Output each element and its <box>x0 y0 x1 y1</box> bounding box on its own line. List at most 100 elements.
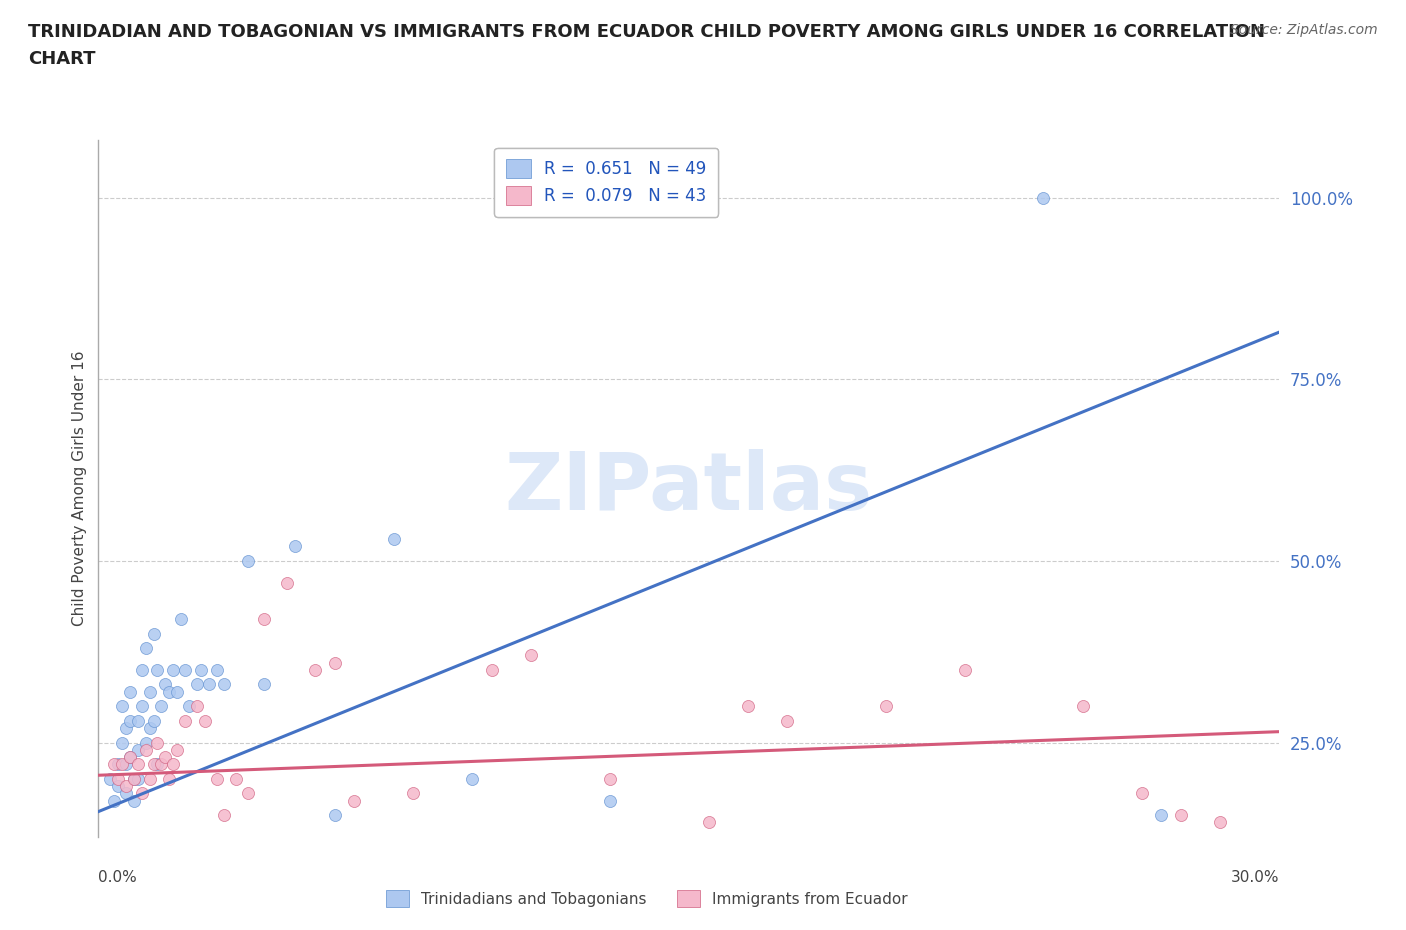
Legend: R =  0.651   N = 49, R =  0.079   N = 43: R = 0.651 N = 49, R = 0.079 N = 43 <box>495 148 718 217</box>
Point <box>135 742 157 757</box>
Point <box>170 612 193 627</box>
Point <box>122 772 145 787</box>
Point <box>1032 191 1054 206</box>
Point <box>150 698 173 713</box>
Point <box>461 772 484 787</box>
Point <box>127 772 149 787</box>
Point <box>177 698 200 713</box>
Point <box>111 735 134 750</box>
Point <box>127 757 149 772</box>
Point <box>111 698 134 713</box>
Point <box>1229 851 1251 866</box>
Point <box>323 808 346 823</box>
Point <box>146 662 169 677</box>
Point <box>236 786 259 801</box>
Text: Source: ZipAtlas.com: Source: ZipAtlas.com <box>1230 23 1378 37</box>
Point <box>599 793 621 808</box>
Point <box>115 778 138 793</box>
Point <box>118 684 141 699</box>
Point <box>138 721 160 736</box>
Point <box>118 750 141 764</box>
Point <box>150 757 173 772</box>
Text: TRINIDADIAN AND TOBAGONIAN VS IMMIGRANTS FROM ECUADOR CHILD POVERTY AMONG GIRLS : TRINIDADIAN AND TOBAGONIAN VS IMMIGRANTS… <box>28 23 1265 68</box>
Point <box>225 772 247 787</box>
Point <box>205 772 228 787</box>
Point <box>1130 786 1153 801</box>
Point <box>599 772 621 787</box>
Point <box>253 612 276 627</box>
Point <box>111 757 134 772</box>
Point <box>197 677 219 692</box>
Point <box>115 721 138 736</box>
Point <box>214 677 236 692</box>
Point <box>276 576 298 591</box>
Point <box>166 742 188 757</box>
Point <box>166 684 188 699</box>
Point <box>127 742 149 757</box>
Point <box>697 815 720 830</box>
Point <box>127 713 149 728</box>
Point <box>186 698 208 713</box>
Point <box>138 684 160 699</box>
Point <box>1170 808 1192 823</box>
Point <box>194 713 217 728</box>
Point <box>107 772 129 787</box>
Point <box>155 750 177 764</box>
Point <box>323 656 346 671</box>
Point <box>122 793 145 808</box>
Point <box>174 713 197 728</box>
Point <box>304 662 326 677</box>
Point <box>1150 808 1173 823</box>
Point <box>118 750 141 764</box>
Point <box>174 662 197 677</box>
Point <box>186 677 208 692</box>
Point <box>118 713 141 728</box>
Point <box>737 698 759 713</box>
Point <box>103 757 125 772</box>
Point <box>103 793 125 808</box>
Point <box>205 662 228 677</box>
Point <box>190 662 212 677</box>
Point <box>135 735 157 750</box>
Point <box>162 757 184 772</box>
Point <box>1209 815 1232 830</box>
Text: 0.0%: 0.0% <box>98 870 138 884</box>
Legend: Trinidadians and Tobagonians, Immigrants from Ecuador: Trinidadians and Tobagonians, Immigrants… <box>380 884 914 913</box>
Point <box>162 662 184 677</box>
Text: 30.0%: 30.0% <box>1232 870 1279 884</box>
Y-axis label: Child Poverty Among Girls Under 16: Child Poverty Among Girls Under 16 <box>72 351 87 626</box>
Point <box>131 698 153 713</box>
Point <box>131 786 153 801</box>
Point <box>135 641 157 656</box>
Point <box>142 713 165 728</box>
Point <box>107 757 129 772</box>
Point <box>131 662 153 677</box>
Point <box>146 735 169 750</box>
Point <box>214 808 236 823</box>
Point <box>284 539 307 554</box>
Point <box>157 772 180 787</box>
Point <box>146 757 169 772</box>
Point <box>138 772 160 787</box>
Point <box>343 793 366 808</box>
Point <box>953 662 976 677</box>
Point <box>155 677 177 692</box>
Point <box>122 772 145 787</box>
Point <box>520 648 543 663</box>
Point <box>253 677 276 692</box>
Point <box>382 532 405 547</box>
Point <box>402 786 425 801</box>
Point <box>875 698 897 713</box>
Point <box>776 713 799 728</box>
Point <box>142 757 165 772</box>
Point <box>115 786 138 801</box>
Point <box>98 772 121 787</box>
Text: ZIPatlas: ZIPatlas <box>505 449 873 527</box>
Point <box>115 757 138 772</box>
Point <box>481 662 503 677</box>
Point <box>107 778 129 793</box>
Point <box>142 626 165 641</box>
Point <box>157 684 180 699</box>
Point <box>1071 698 1094 713</box>
Point <box>236 553 259 568</box>
